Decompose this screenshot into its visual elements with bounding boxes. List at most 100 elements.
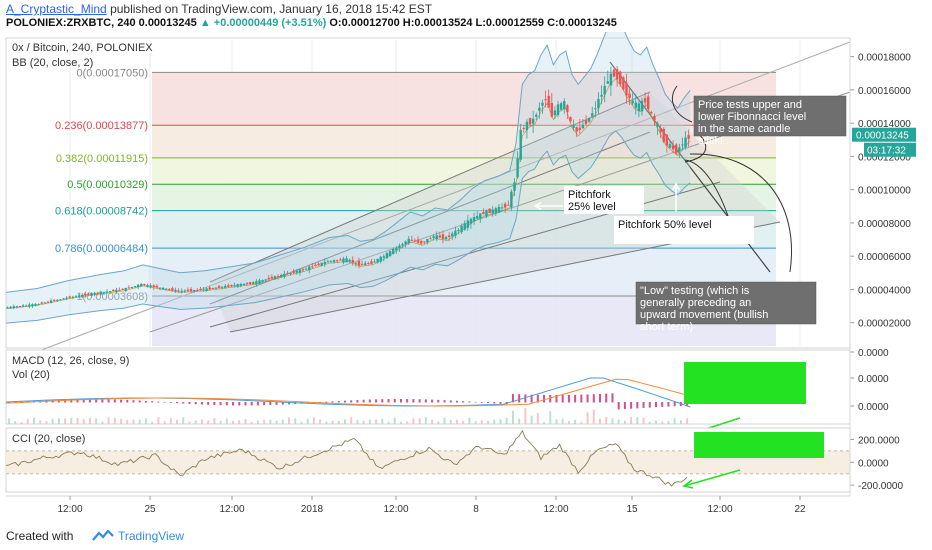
candle-body — [619, 71, 622, 85]
y-tick-label: 0.00002000 — [858, 319, 911, 330]
volume-bar — [362, 420, 365, 424]
author-link[interactable]: A_Cryptastic_Mind — [6, 2, 107, 16]
macd-histogram-bar — [480, 402, 483, 403]
macd-histogram-bar — [567, 394, 570, 403]
last-price: 0.00013245 — [138, 17, 197, 29]
tradingview-logo-icon — [92, 530, 114, 541]
candle-body — [332, 260, 336, 262]
volume-bar — [480, 420, 483, 424]
candle-body — [21, 305, 25, 307]
macd-histogram-bar — [406, 399, 409, 403]
candle-body — [87, 294, 90, 296]
fib-level-label: 0.786(0.00006484) — [55, 243, 148, 255]
candle-body — [522, 128, 526, 130]
macd-histogram-bar — [443, 400, 446, 403]
macd-histogram-bar — [368, 399, 371, 403]
candle-body — [479, 213, 482, 219]
y-tick-label: 0.00018000 — [858, 53, 911, 64]
candle-body — [267, 277, 270, 280]
macd-histogram-bar — [580, 394, 583, 403]
volume-bar — [57, 418, 60, 424]
candle-body — [497, 206, 501, 213]
macd-histogram-bar — [399, 399, 402, 403]
macd-histogram-bar — [325, 401, 328, 403]
candle-body — [130, 286, 134, 288]
macd-histogram-bar — [673, 402, 676, 407]
volume-bar — [294, 418, 297, 424]
main-pane-title: 0x / Bitcoin, 240, POLONIEX — [12, 42, 153, 54]
cci-band-fill — [6, 450, 850, 474]
candle-body — [510, 191, 513, 208]
candle-body — [102, 291, 106, 293]
candle-body — [233, 285, 236, 287]
volume-bar — [679, 420, 682, 424]
candle-body — [345, 258, 348, 263]
candle-body — [146, 284, 149, 287]
candle-body — [84, 293, 87, 296]
pitchfork-line — [209, 91, 651, 283]
chart-header: A_Cryptastic_Mind published on TradingVi… — [0, 0, 932, 32]
candle-body — [528, 117, 532, 125]
macd-histogram-bar — [132, 400, 135, 403]
candle-body — [186, 289, 190, 291]
volume-bar — [468, 417, 471, 424]
candle-body — [659, 128, 662, 133]
volume-bar — [275, 420, 278, 424]
volume-bar — [543, 421, 546, 424]
note-pitchfork-50-text: Pitchfork 50% level — [618, 219, 712, 231]
candle-body — [68, 296, 71, 298]
candle-body — [53, 300, 56, 302]
candle-body — [556, 104, 560, 115]
bollinger-label: BB (20, close, 2) — [12, 57, 93, 69]
macd-histogram-bar — [256, 402, 259, 406]
volume-bar — [356, 419, 359, 424]
macd-histogram-bar — [250, 402, 253, 406]
candle-body — [211, 288, 215, 290]
volume-bar — [82, 419, 85, 424]
candle-body — [108, 291, 112, 293]
volume-bar — [163, 421, 166, 424]
macd-histogram-bar — [244, 402, 247, 406]
candle-body — [569, 117, 572, 122]
macd-histogram-bar — [263, 402, 266, 406]
volume-bar — [350, 417, 353, 424]
candle-body — [401, 244, 404, 246]
candle-body — [245, 283, 249, 285]
cci-y-tick-label: 200.0000 — [858, 435, 900, 446]
candle-body — [301, 269, 305, 271]
macd-histogram-bar — [449, 400, 452, 403]
macd-histogram-bar — [113, 399, 116, 403]
candle-body — [34, 304, 37, 306]
candle-body — [519, 129, 522, 160]
candle-body — [395, 247, 398, 251]
tradingview-brand[interactable]: TradingView — [118, 529, 185, 543]
candle-body — [382, 256, 386, 258]
candle-body — [500, 207, 504, 209]
macd-histogram-bar — [455, 400, 458, 403]
macd-histogram-bar — [188, 402, 191, 404]
candle-body — [587, 118, 591, 122]
cci-line — [5, 429, 688, 487]
candle-body — [668, 144, 672, 148]
candle-body — [258, 280, 261, 284]
candle-body — [681, 144, 684, 146]
volume-bar — [493, 419, 496, 424]
chart-area: 0(0.00017050) 0.236(0.00013877) 0.382(0.00… — [5, 32, 916, 515]
candle-body — [469, 218, 473, 224]
volume-bar — [337, 421, 340, 424]
macd-histogram-bar — [337, 400, 340, 403]
candle-body — [603, 85, 606, 95]
fib-level-label: 0.618(0.00008742) — [55, 206, 148, 218]
candle-body — [373, 261, 376, 263]
volume-bar — [256, 420, 259, 424]
volume-bar — [623, 420, 626, 424]
volume-bar — [424, 417, 427, 424]
candle-body — [687, 135, 690, 139]
macd-histogram-bar — [661, 402, 664, 407]
note-low-testing-text: short term) — [640, 321, 693, 333]
candle-body — [261, 280, 264, 282]
candle-body — [174, 289, 177, 292]
volume-bar — [182, 417, 185, 424]
candle-body — [289, 273, 292, 275]
annotation-arrow-head — [671, 182, 681, 191]
